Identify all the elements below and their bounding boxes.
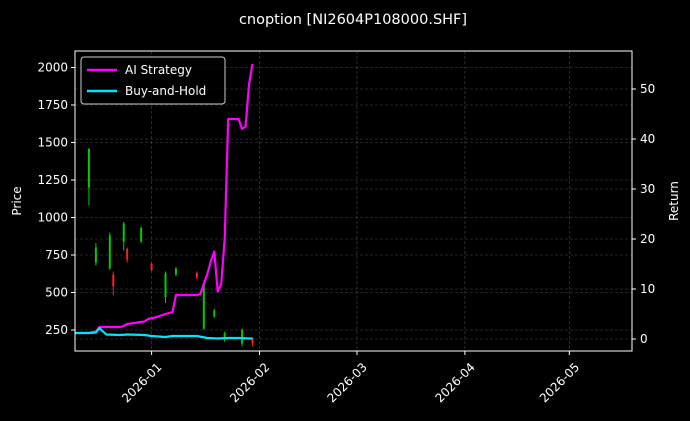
candle-body <box>150 264 153 270</box>
y-right-tick-label: 20 <box>640 232 655 246</box>
y-left-tick-label: 750 <box>45 248 68 262</box>
series-lines <box>75 63 254 340</box>
y-right-tick-label: 40 <box>640 132 655 146</box>
y-axis-right-label: Return <box>667 181 681 221</box>
candles <box>87 148 254 347</box>
series-line-buy-and-hold <box>75 326 253 340</box>
candle-body <box>87 148 90 188</box>
y-left-tick-label: 1000 <box>37 211 68 225</box>
candle-body <box>241 330 244 344</box>
y-right-tick-label: 0 <box>640 332 648 346</box>
legend-label-buy-and-hold: Buy-and-Hold <box>125 84 206 98</box>
y-left-tick-label: 1250 <box>37 173 68 187</box>
y-axis-left-label: Price <box>10 186 24 215</box>
candle-body <box>94 247 97 263</box>
candle-body <box>213 310 216 317</box>
candle-body <box>126 249 129 260</box>
chart-title: cnoption [NI2604P108000.SHF] <box>239 12 467 28</box>
y-left-tick-label: 2000 <box>37 61 68 75</box>
y-axis-right: 0 10 20 30 40 50 <box>632 82 655 346</box>
candle-body <box>223 333 226 338</box>
candle-body <box>108 235 111 269</box>
candle-body <box>112 274 115 287</box>
candle-body <box>122 223 125 242</box>
candle-body <box>195 273 198 278</box>
legend-label-ai-strategy: AI Strategy <box>125 63 192 77</box>
candle-body <box>140 228 143 242</box>
y-left-tick-label: 1500 <box>37 136 68 150</box>
plot-frame <box>74 50 633 352</box>
series-line-ai-strategy <box>75 63 254 335</box>
y-left-tick-label: 1750 <box>37 98 68 112</box>
y-right-tick-label: 50 <box>640 82 655 96</box>
y-right-tick-label: 30 <box>640 182 655 196</box>
candle-body <box>251 337 254 344</box>
candle-body <box>164 273 167 297</box>
y-left-tick-label: 500 <box>45 286 68 300</box>
legend: AI Strategy Buy-and-Hold <box>80 56 226 105</box>
y-axis-left: 250 500 750 1000 1250 1500 1750 2000 <box>37 61 75 337</box>
candle-body <box>202 283 205 329</box>
y-left-tick-label: 250 <box>45 323 68 337</box>
y-right-tick-label: 10 <box>640 282 655 296</box>
candle-body <box>174 268 177 275</box>
